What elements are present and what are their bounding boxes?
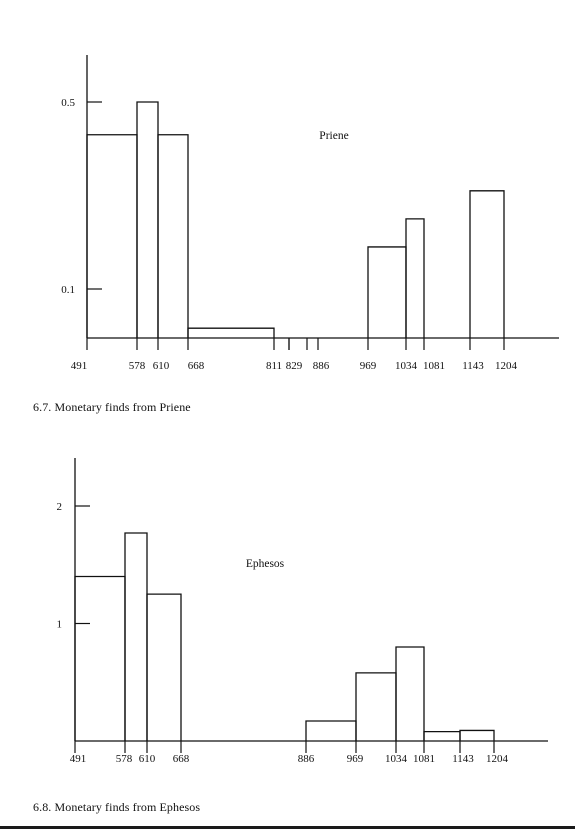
histogram-bar [469, 190, 505, 338]
x-tick-label: 969 [347, 753, 364, 765]
x-tick-label: 1081 [423, 360, 445, 372]
x-tick-label: 668 [173, 753, 190, 765]
chart-annotation: Ephesos [246, 558, 285, 570]
histogram-bar [367, 246, 407, 338]
x-tick-label: 578 [129, 360, 146, 372]
histogram-bar [355, 672, 397, 741]
x-tick-label: 969 [360, 360, 377, 372]
page-bottom-rule [0, 826, 575, 829]
x-tick-label: 668 [188, 360, 205, 372]
histogram-bar [136, 101, 159, 338]
histogram-bar [459, 729, 495, 741]
x-tick-label: 491 [70, 753, 87, 765]
x-tick-label: 1034 [395, 360, 418, 372]
x-tick-label: 1143 [452, 753, 474, 765]
x-tick-label: 491 [71, 360, 88, 372]
figure-caption-ephesos: 6.8. Monetary finds from Ephesos [33, 800, 201, 814]
histogram-bar [157, 134, 189, 338]
x-tick-label: 610 [153, 360, 170, 372]
histogram-bar [124, 532, 148, 741]
y-tick-label: 0.5 [61, 97, 75, 109]
histogram-bar [146, 593, 182, 741]
x-tick-label: 1081 [413, 753, 435, 765]
figure-caption-priene: 6.7. Monetary finds from Priene [33, 400, 191, 414]
x-tick-label: 1034 [385, 753, 408, 765]
x-tick-label: 829 [286, 360, 303, 372]
x-tick-label: 610 [139, 753, 156, 765]
x-tick-label: 886 [313, 360, 330, 372]
y-tick-label: 2 [57, 501, 63, 513]
histogram-bar [86, 134, 138, 338]
x-tick-label: 1204 [486, 753, 509, 765]
histogram-bar [305, 720, 357, 741]
chart-annotation: Priene [319, 130, 348, 142]
histogram-bar [395, 646, 425, 741]
x-tick-label: 578 [116, 753, 133, 765]
x-tick-label: 886 [298, 753, 315, 765]
x-tick-label: 1204 [495, 360, 518, 372]
histogram-bar [187, 327, 275, 338]
histogram-bar [405, 218, 425, 338]
y-tick-label: 0.1 [61, 284, 75, 296]
x-tick-label: 811 [266, 360, 282, 372]
histogram-bar [423, 730, 461, 741]
x-tick-label: 1143 [462, 360, 484, 372]
y-tick-label: 1 [57, 619, 63, 631]
histogram-bar [74, 575, 126, 741]
